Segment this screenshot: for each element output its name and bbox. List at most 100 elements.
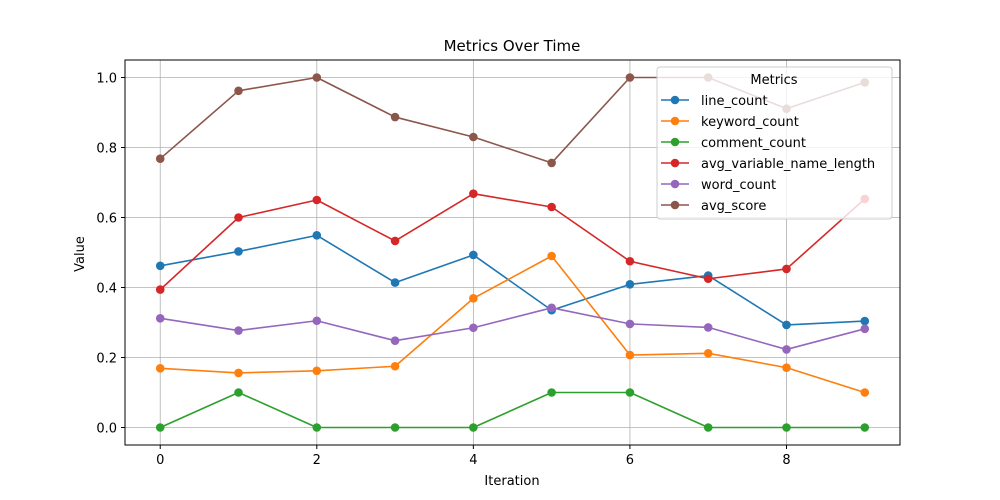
data-point <box>312 231 322 240</box>
data-point <box>390 278 400 287</box>
data-point <box>155 423 165 432</box>
legend-item: line_count <box>661 94 768 109</box>
data-point <box>703 349 713 358</box>
data-point <box>469 323 478 333</box>
data-point <box>390 361 400 371</box>
data-point <box>469 294 478 303</box>
data-point <box>155 285 165 294</box>
series-line <box>159 391 865 429</box>
data-point <box>860 388 870 397</box>
y-tick-label: 0.2 <box>96 352 117 367</box>
legend-item: keyword_count <box>661 115 799 130</box>
data-point <box>547 251 556 261</box>
data-point <box>625 256 635 266</box>
legend-marker <box>670 116 680 126</box>
data-point <box>312 366 322 376</box>
data-point <box>782 345 791 354</box>
data-point <box>390 112 400 122</box>
data-point <box>234 86 243 96</box>
series-line <box>160 234 865 326</box>
series-keyword-count <box>155 251 870 397</box>
legend-items: line_count keyword_count comment_count avg_… <box>661 94 875 214</box>
series-line <box>160 255 866 394</box>
legend-title: Metrics <box>750 73 797 88</box>
data-point <box>703 423 713 432</box>
data-point <box>312 195 322 205</box>
legend-label: keyword_count <box>701 115 799 130</box>
y-axis-label: Value <box>73 236 88 272</box>
data-point <box>155 314 165 323</box>
data-point <box>234 213 243 222</box>
data-point <box>782 363 791 372</box>
data-point <box>782 320 791 330</box>
legend-marker <box>670 158 680 168</box>
legend-label: avg_variable_name_length <box>701 157 875 172</box>
legend-item: word_count <box>661 178 776 193</box>
data-point <box>390 236 400 246</box>
data-point <box>860 316 870 326</box>
data-point <box>703 274 713 284</box>
legend-label: avg_score <box>701 199 766 214</box>
data-point <box>625 388 635 397</box>
data-point <box>155 261 165 271</box>
chart-title: Metrics Over Time <box>444 37 581 55</box>
legend-marker <box>670 95 680 105</box>
y-tick-label: 0.6 <box>96 212 117 227</box>
data-point <box>312 316 322 326</box>
series-line <box>159 192 866 291</box>
data-point <box>625 280 635 289</box>
data-point <box>469 132 478 142</box>
data-point <box>547 158 556 168</box>
x-tick-label: 6 <box>626 453 634 468</box>
series-line <box>160 306 865 351</box>
data-point <box>547 202 556 212</box>
x-tick-label: 2 <box>313 453 321 468</box>
series-comment-count <box>155 388 870 432</box>
data-point <box>860 423 870 432</box>
legend-item: comment_count <box>661 136 806 151</box>
data-point <box>625 350 635 360</box>
legend-marker <box>670 137 680 147</box>
legend: Metrics line_count keyword_count comment_c… <box>656 66 893 220</box>
data-point <box>782 264 791 274</box>
y-tick-label: 0.0 <box>96 422 117 437</box>
x-tick-label: 8 <box>782 453 790 468</box>
legend-item: avg_score <box>661 199 766 214</box>
data-point <box>234 368 243 378</box>
data-point <box>860 324 870 334</box>
y-tick-label: 1.0 <box>96 72 117 87</box>
data-point <box>782 423 791 432</box>
data-point <box>547 303 556 313</box>
data-point <box>234 326 243 335</box>
x-tick-label: 4 <box>469 453 477 468</box>
data-point <box>469 423 478 432</box>
data-point <box>155 364 165 373</box>
series-line-count <box>155 231 870 330</box>
plot-frame <box>124 59 901 446</box>
data-point <box>155 154 165 163</box>
data-point <box>703 323 713 332</box>
data-point <box>390 336 400 346</box>
legend-label: line_count <box>701 94 768 109</box>
data-point <box>547 388 556 397</box>
legend-item: avg_variable_name_length <box>661 157 875 172</box>
data-point <box>469 189 478 198</box>
data-point <box>390 423 400 432</box>
data-point <box>469 250 478 260</box>
legend-label: word_count <box>701 178 776 193</box>
data-point <box>625 73 635 82</box>
legend-marker <box>670 200 680 210</box>
legend-marker <box>670 179 680 189</box>
ticks: 0 2 4 6 8 0.0 0.2 0.4 0.6 0.8 1.0 <box>96 72 790 469</box>
x-axis-label: Iteration <box>484 474 539 489</box>
series-word-count <box>155 303 870 354</box>
data-point <box>312 423 322 432</box>
data-point <box>312 73 322 82</box>
legend-box <box>656 66 893 220</box>
data-point <box>625 319 635 329</box>
data-point <box>234 388 243 397</box>
x-tick-label: 0 <box>156 453 164 468</box>
y-tick-label: 0.4 <box>96 282 117 297</box>
data-point <box>234 247 243 256</box>
